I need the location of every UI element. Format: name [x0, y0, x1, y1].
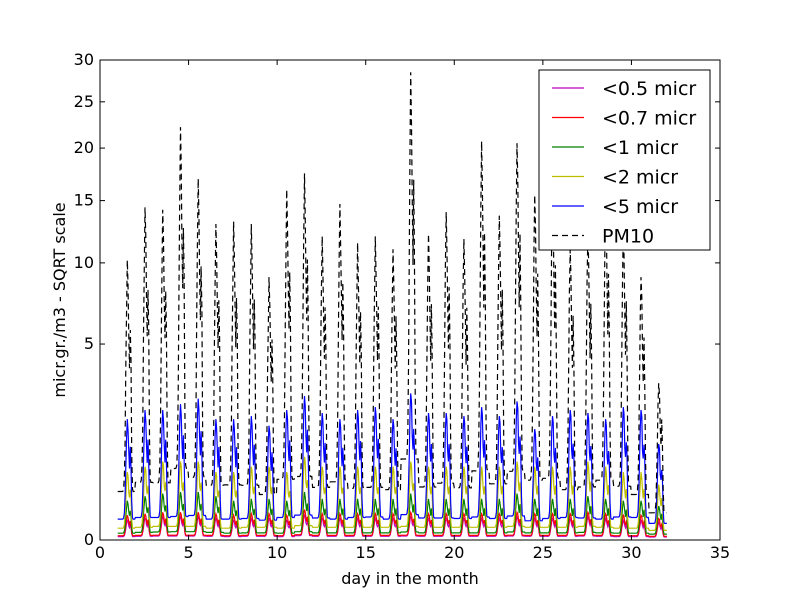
x-tick-label: 35 — [710, 543, 730, 562]
legend-label-lt1: <1 micr — [602, 137, 678, 159]
legend-label-lt2: <2 micr — [602, 167, 678, 189]
x-tick-label: 5 — [183, 543, 193, 562]
series-line-lt5 — [117, 393, 667, 525]
y-tick-label: 30 — [74, 50, 94, 69]
legend-label-lt5: <5 micr — [602, 196, 678, 218]
y-tick-label: 25 — [74, 92, 94, 111]
y-tick-label: 10 — [74, 253, 94, 272]
y-tick-label: 0 — [84, 530, 94, 549]
x-tick-label: 25 — [533, 543, 553, 562]
series-layer — [117, 72, 667, 538]
y-tick-label: 20 — [74, 138, 94, 157]
x-axis-title: day in the month — [341, 569, 478, 588]
legend: <0.5 micr <0.7 micr <1 micr <2 micr <5 micr P… — [538, 69, 711, 251]
series-line-lt1 — [117, 491, 667, 535]
y-tick-label: 15 — [74, 191, 94, 210]
x-tick-label: 30 — [621, 543, 641, 562]
legend-label-lt05: <0.5 micr — [602, 78, 696, 100]
series-line-pm10 — [117, 72, 667, 514]
legend-label-lt07: <0.7 micr — [602, 108, 696, 130]
y-axis-title: micr.gr./m3 - SQRT scale — [50, 202, 69, 397]
series-line-lt07 — [117, 509, 667, 537]
x-tick-label: 10 — [267, 543, 287, 562]
ticks-layer: 0 5 10 15 20 25 30 35 0 5 10 15 20 25 30 — [74, 50, 731, 562]
legend-label-pm10: PM10 — [602, 226, 654, 248]
legend-frame — [538, 69, 711, 251]
x-tick-label: 0 — [95, 543, 105, 562]
series-line-lt2 — [117, 456, 667, 532]
y-tick-label: 5 — [84, 334, 94, 353]
plot-frame — [99, 59, 721, 541]
x-tick-label: 15 — [356, 543, 376, 562]
x-tick-label: 20 — [444, 543, 464, 562]
